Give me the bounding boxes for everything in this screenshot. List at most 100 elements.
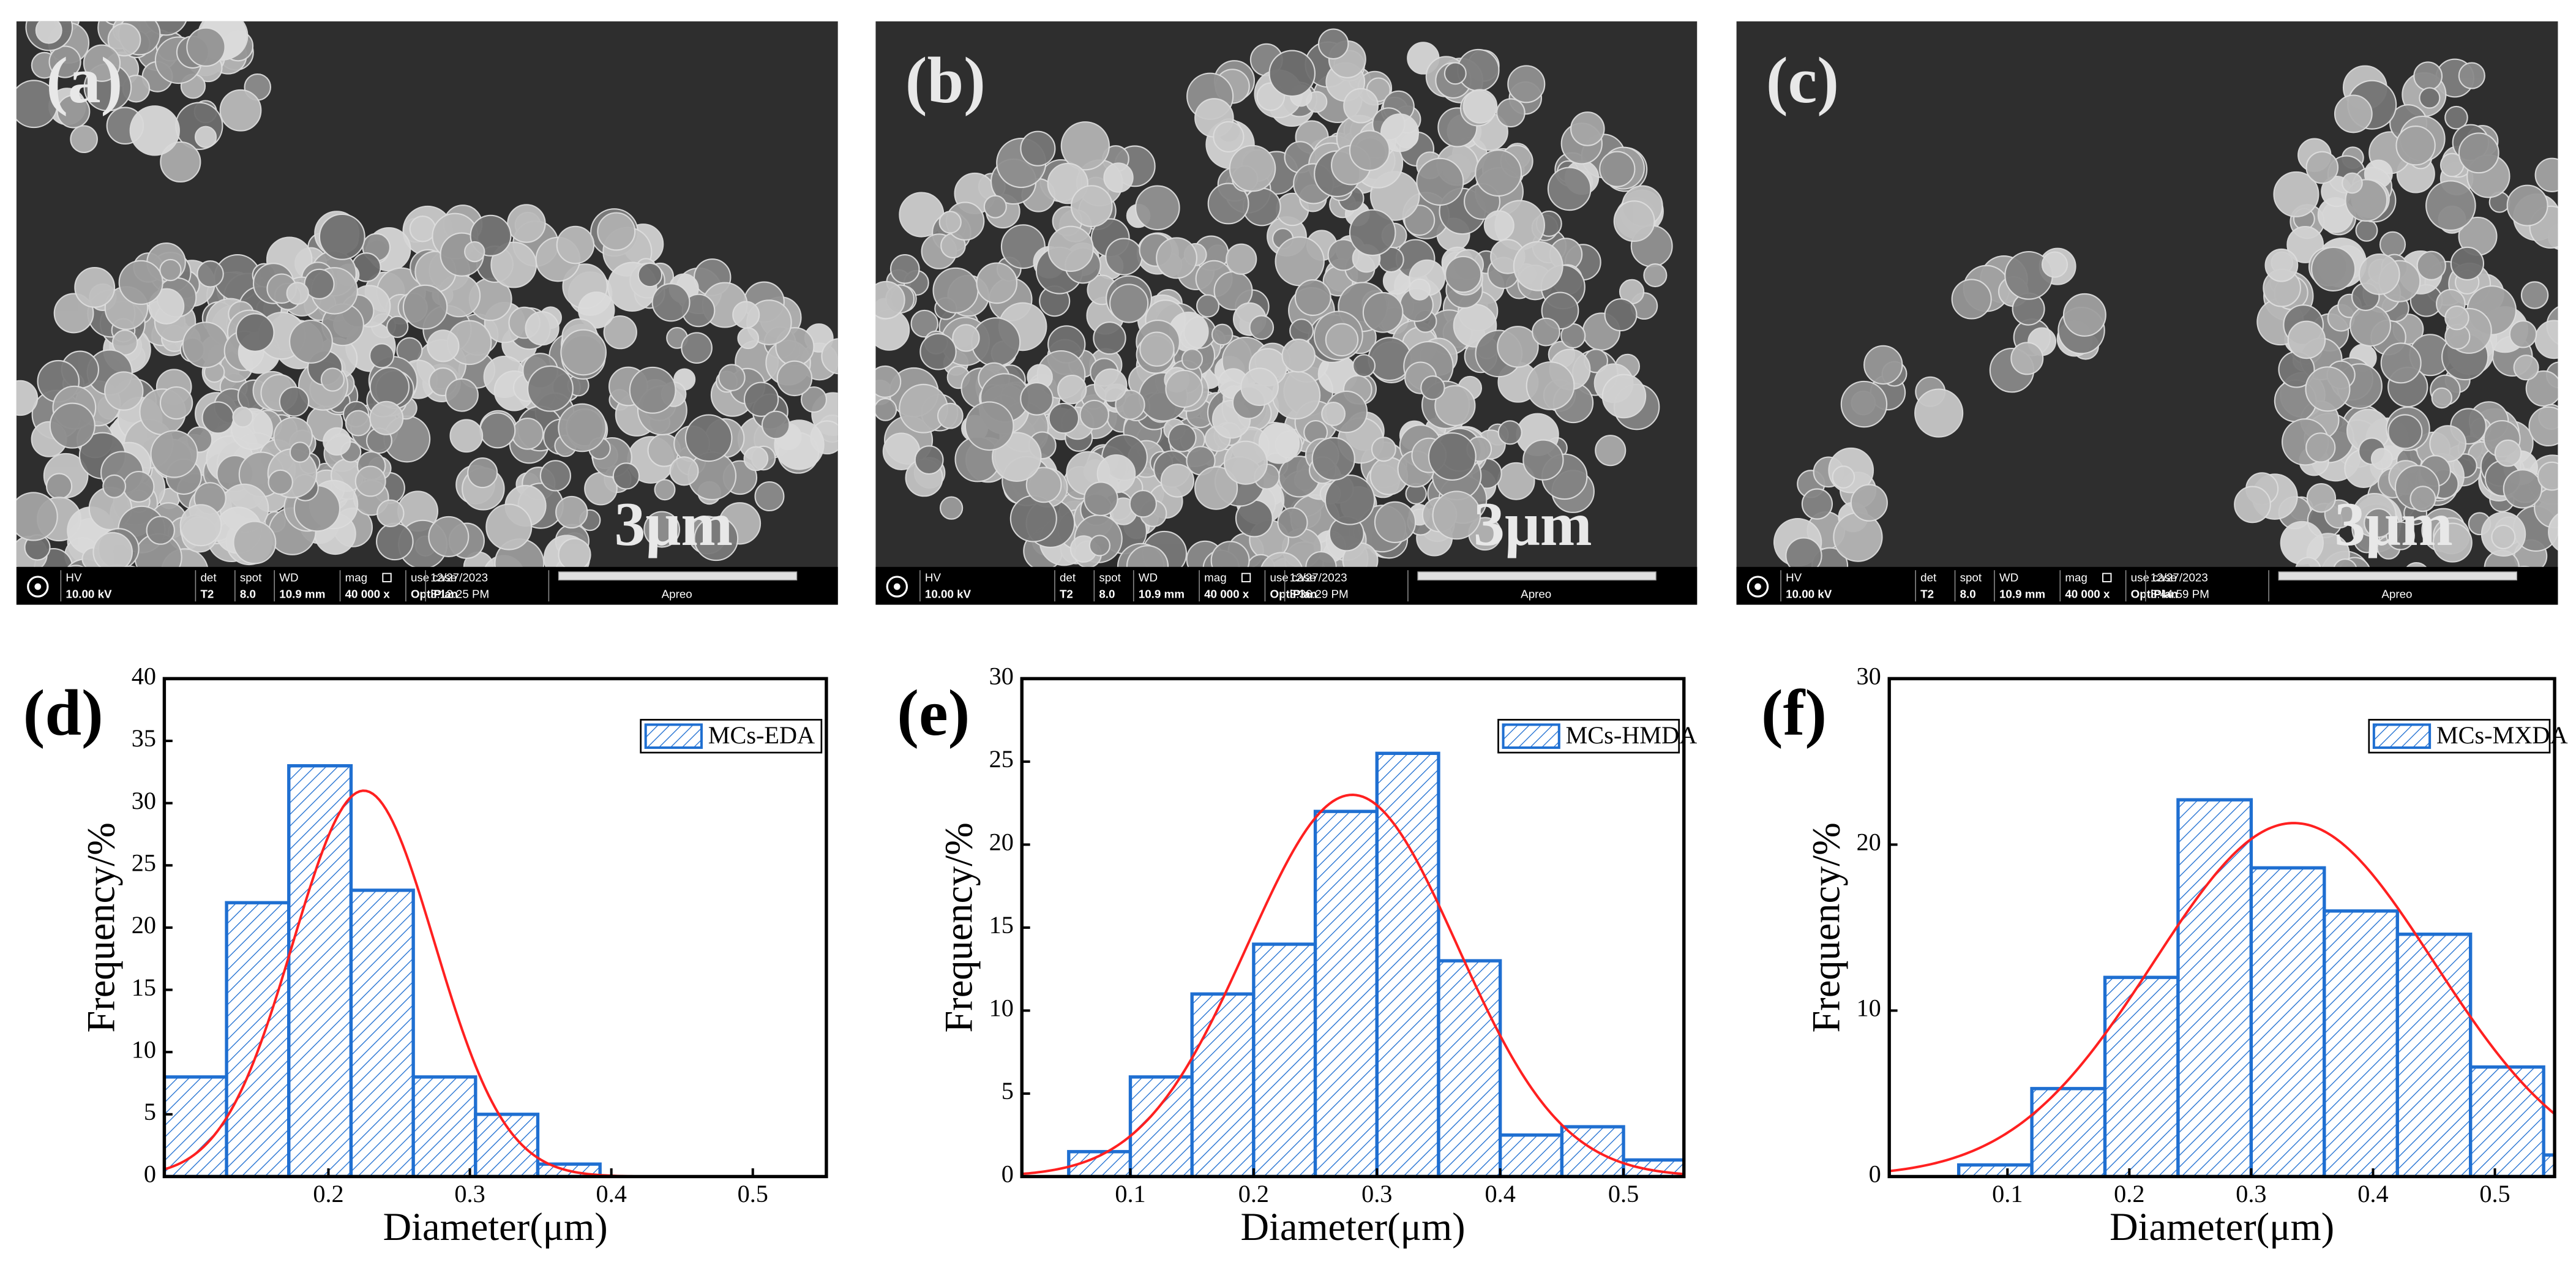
particle	[490, 241, 537, 288]
info-label: spot	[240, 571, 262, 584]
particle	[669, 456, 699, 486]
fit-curve	[1889, 822, 2555, 1173]
particle	[289, 441, 311, 463]
particle	[2370, 448, 2393, 470]
y-tick-label: 10	[989, 994, 1014, 1022]
particle	[1165, 369, 1204, 408]
particle	[1009, 495, 1057, 543]
particle	[409, 215, 436, 242]
bar	[1498, 1133, 1564, 1177]
bar	[2323, 909, 2399, 1177]
particle	[2419, 87, 2441, 109]
particle	[1223, 440, 1268, 485]
particle	[1060, 121, 1110, 171]
particle	[1311, 437, 1355, 481]
panel-label: (e)	[897, 677, 970, 749]
bar	[2176, 798, 2253, 1177]
particle	[1507, 65, 1546, 103]
mag-box	[1241, 573, 1251, 582]
particle	[159, 386, 193, 420]
legend-label: MCs-MXDA	[2436, 721, 2568, 749]
particle	[2041, 251, 2069, 278]
info-value: 40 000 x	[1204, 587, 1249, 600]
particle	[952, 324, 980, 352]
particle	[369, 400, 404, 435]
plot-area	[1889, 798, 2555, 1177]
particle	[2349, 304, 2392, 347]
plot-area	[164, 764, 826, 1177]
particle	[1079, 399, 1110, 430]
bar	[1560, 1125, 1625, 1177]
y-tick-label: 20	[989, 828, 1014, 856]
particle	[1951, 279, 1992, 320]
info-label: det	[1060, 571, 1076, 584]
particle	[964, 401, 1014, 451]
x-axis-label: Diameter(μm)	[2110, 1205, 2334, 1249]
y-tick-label: 20	[1857, 828, 1881, 856]
particle	[1210, 541, 1250, 567]
particle	[1281, 339, 1316, 373]
scale-bar	[2278, 571, 2517, 580]
particle	[2395, 125, 2436, 166]
info-label: WD	[1999, 571, 2018, 584]
info-label: use case	[1270, 571, 1316, 584]
x-axis-label: Diameter(μm)	[1240, 1205, 1465, 1249]
particle	[2364, 508, 2394, 538]
bar	[1375, 751, 1440, 1177]
bar	[1252, 942, 1317, 1177]
particle	[16, 380, 39, 416]
panel-label: (b)	[905, 44, 986, 117]
particle	[323, 427, 351, 456]
info-label: HV	[925, 571, 942, 584]
logo	[1747, 576, 1769, 598]
particle	[2425, 180, 2476, 231]
info-label: WD	[1139, 571, 1158, 584]
particle	[2379, 231, 2406, 258]
mag-box	[382, 573, 392, 582]
particle	[1409, 278, 1431, 301]
particle	[539, 460, 571, 492]
particle	[1595, 435, 1627, 467]
x-tick-label: 0.4	[2357, 1180, 2388, 1208]
particle	[320, 367, 345, 392]
particle	[1416, 157, 1464, 206]
particle	[2432, 522, 2473, 563]
particle	[525, 311, 560, 346]
particle	[651, 283, 691, 322]
particle	[1047, 225, 1094, 272]
panel-label: (a)	[46, 44, 122, 117]
particle	[232, 406, 253, 428]
y-axis-label: Frequency/%	[1804, 822, 1848, 1032]
x-tick-label: 0.5	[1608, 1180, 1639, 1208]
bar	[1190, 992, 1256, 1177]
particle	[637, 262, 663, 288]
particle	[2537, 461, 2558, 491]
y-tick-label: 30	[989, 663, 1014, 690]
info-label: det	[200, 571, 217, 584]
particle	[1434, 385, 1476, 427]
y-tick-label: 5	[144, 1098, 156, 1125]
particle	[1832, 465, 1855, 489]
particle	[2311, 246, 2356, 292]
particle	[1914, 388, 1964, 438]
particle	[1181, 348, 1204, 370]
particle	[754, 481, 785, 512]
particle	[146, 516, 175, 545]
particle	[201, 401, 234, 434]
particle	[2409, 486, 2436, 513]
particle	[235, 313, 275, 352]
particle	[1135, 185, 1180, 231]
particle	[1020, 381, 1054, 416]
particle	[1211, 323, 1234, 346]
particle	[1497, 326, 1539, 368]
particle	[1526, 361, 1575, 410]
particle	[182, 321, 229, 369]
particle	[939, 496, 964, 520]
particle	[1305, 551, 1337, 567]
particle	[1093, 321, 1126, 355]
info-time: 3:12:25 PM	[430, 587, 489, 600]
particle	[1325, 323, 1359, 357]
info-label: spot	[1099, 571, 1121, 584]
particle	[1522, 439, 1564, 481]
x-tick-label: 0.5	[738, 1180, 768, 1208]
